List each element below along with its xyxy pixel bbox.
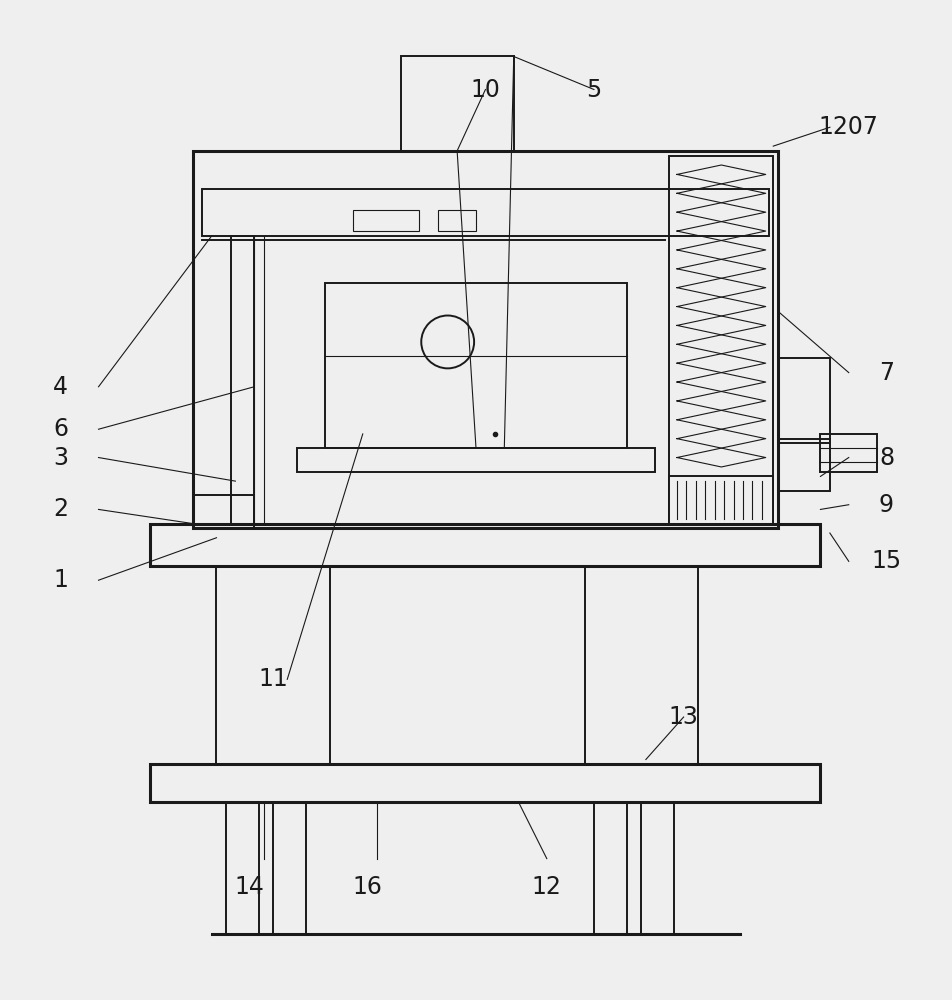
Bar	[325, 283, 627, 448]
Text: 4: 4	[53, 375, 69, 399]
Bar	[401, 56, 514, 151]
Bar	[297, 448, 655, 472]
Bar	[273, 802, 307, 934]
Bar	[821, 434, 877, 472]
Text: 1: 1	[53, 568, 69, 592]
Bar	[230, 236, 254, 524]
Text: 9: 9	[879, 493, 894, 517]
Text: 13: 13	[668, 705, 699, 729]
Text: 16: 16	[352, 875, 383, 899]
Text: 1207: 1207	[819, 115, 879, 139]
Text: 7: 7	[879, 361, 894, 385]
Bar	[641, 802, 674, 934]
Bar	[150, 764, 821, 802]
Bar	[585, 566, 698, 764]
Text: 11: 11	[258, 667, 288, 691]
Text: 14: 14	[234, 875, 265, 899]
Bar	[353, 210, 420, 231]
Bar	[669, 476, 773, 524]
Bar	[193, 151, 778, 528]
Text: 8: 8	[879, 446, 894, 470]
Bar	[216, 566, 329, 764]
Text: 10: 10	[470, 78, 501, 102]
Text: 6: 6	[53, 417, 69, 441]
Bar	[669, 156, 773, 524]
Bar	[778, 358, 830, 443]
Bar	[438, 210, 476, 231]
Text: 3: 3	[53, 446, 69, 470]
Bar	[594, 802, 627, 934]
Text: 12: 12	[532, 875, 562, 899]
Text: 5: 5	[586, 78, 602, 102]
Text: 2: 2	[53, 497, 69, 521]
Text: 15: 15	[871, 549, 902, 573]
Bar	[203, 189, 768, 236]
Bar	[226, 802, 259, 934]
Bar	[150, 524, 821, 566]
Bar	[778, 439, 830, 491]
